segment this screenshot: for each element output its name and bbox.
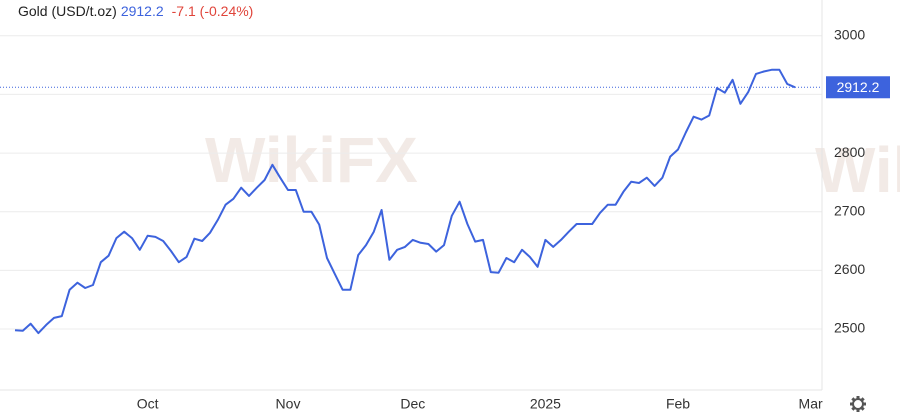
- price-tag-label: 2912.2: [837, 79, 880, 95]
- watermark: WikiFX: [815, 134, 900, 206]
- y-tick-label: 2500: [834, 320, 865, 336]
- y-tick-label: 2600: [834, 261, 865, 277]
- current-price: 2912.2: [120, 3, 164, 19]
- price-line: [14, 68, 796, 335]
- y-tick-label: 3000: [834, 26, 865, 42]
- x-tick-label: 2025: [530, 396, 561, 412]
- y-tick-label: 2800: [834, 144, 865, 160]
- watermark: WikiFX: [205, 124, 418, 196]
- x-tick-label: Oct: [137, 396, 159, 412]
- x-tick-label: Mar: [799, 396, 823, 412]
- header: Gold (USD/t.oz) 2912.2 -7.1 (-0.24%): [18, 3, 253, 19]
- settings-icon[interactable]: [850, 396, 866, 412]
- gear-ring: [852, 398, 864, 410]
- x-tick-label: Nov: [276, 396, 301, 412]
- chart-title: Gold (USD/t.oz): [18, 3, 117, 19]
- price-change: -7.1: [171, 3, 196, 19]
- y-tick-label: 2700: [834, 202, 865, 218]
- price-change-percent: (-0.24%): [199, 3, 254, 19]
- price-tag: [826, 76, 890, 99]
- x-tick-label: Dec: [400, 396, 425, 412]
- x-tick-label: Feb: [666, 396, 690, 412]
